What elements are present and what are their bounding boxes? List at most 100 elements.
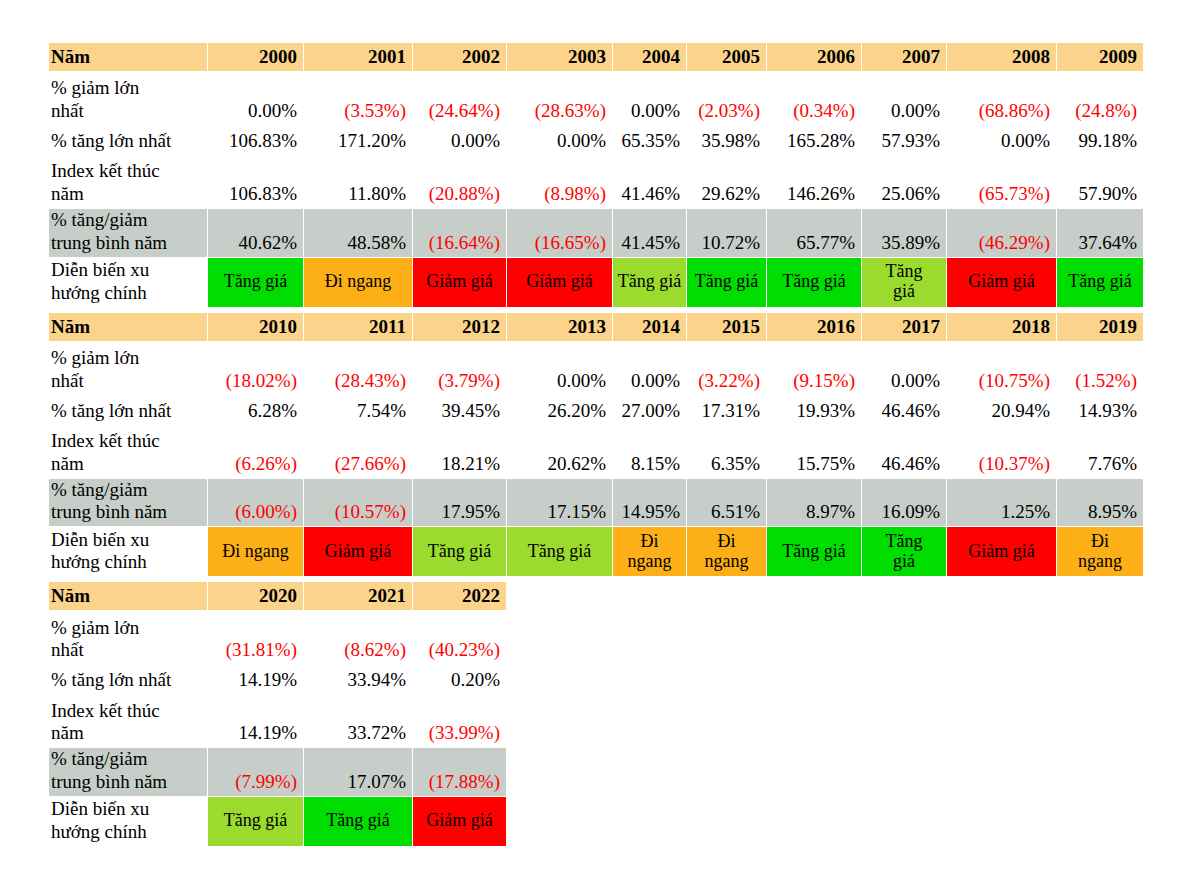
row-label-year: Năm <box>49 43 208 72</box>
trend-cell: Giảm giá <box>304 527 413 577</box>
row-label: % tăng lớn nhất <box>49 395 208 425</box>
value-cell: 8.97% <box>767 478 862 527</box>
trend-cell: Tăng giá <box>862 527 947 577</box>
row-label: % tăng/giảm trung bình năm <box>49 748 208 797</box>
value-cell: (20.88%) <box>413 156 507 209</box>
table-row: % giảm lớn nhất(18.02%)(28.43%)(3.79%)0.… <box>49 341 1144 395</box>
value-cell: 27.00% <box>613 395 687 425</box>
year-header-cell: 2017 <box>862 312 947 341</box>
year-header-cell: 2020 <box>208 582 304 611</box>
value-cell: 0.20% <box>413 665 507 695</box>
value-cell: 10.72% <box>687 209 767 258</box>
year-header-cell: 2021 <box>304 582 413 611</box>
year-header-cell: 2010 <box>208 312 304 341</box>
value-cell: 46.46% <box>862 395 947 425</box>
value-cell: (24.8%) <box>1057 72 1144 126</box>
value-cell: 14.19% <box>208 695 304 748</box>
table-row: Năm2000200120022003200420052006200720082… <box>49 43 1144 72</box>
value-cell: 65.35% <box>613 126 687 156</box>
row-label: Index kết thúc năm <box>49 425 208 478</box>
value-cell: 7.76% <box>1057 425 1144 478</box>
year-header-cell: 2015 <box>687 312 767 341</box>
table-row: % tăng/giảm trung bình năm40.62%48.58%(1… <box>49 209 1144 258</box>
table-row: Index kết thúc năm(6.26%)(27.66%)18.21%2… <box>49 425 1144 478</box>
value-cell: (24.64%) <box>413 72 507 126</box>
value-cell: (31.81%) <box>208 611 304 665</box>
trend-cell: Đi ngang <box>687 527 767 577</box>
year-header-cell: 2004 <box>613 43 687 72</box>
value-cell: 20.94% <box>947 395 1057 425</box>
value-cell: (40.23%) <box>413 611 507 665</box>
value-cell: (27.66%) <box>304 425 413 478</box>
value-cell: (6.26%) <box>208 425 304 478</box>
value-cell: 20.62% <box>507 425 613 478</box>
trend-cell: Tăng giá <box>304 796 413 846</box>
value-cell: 146.26% <box>767 156 862 209</box>
value-cell: 14.19% <box>208 665 304 695</box>
table-row: % tăng lớn nhất6.28%7.54%39.45%26.20%27.… <box>49 395 1144 425</box>
trend-cell: Tăng giá <box>862 257 947 307</box>
value-cell: 35.89% <box>862 209 947 258</box>
year-header-cell: 2000 <box>208 43 304 72</box>
value-cell: 57.90% <box>1057 156 1144 209</box>
trend-cell: Giảm giá <box>413 257 507 307</box>
value-cell: 17.15% <box>507 478 613 527</box>
trend-cell: Tăng giá <box>613 257 687 307</box>
decade-table-2000s: Năm2000200120022003200420052006200720082… <box>48 42 1144 308</box>
trend-cell: Đi ngang <box>613 527 687 577</box>
year-header-cell: 2002 <box>413 43 507 72</box>
value-cell: 0.00% <box>507 126 613 156</box>
value-cell: 0.00% <box>613 72 687 126</box>
value-cell: 35.98% <box>687 126 767 156</box>
value-cell: (8.98%) <box>507 156 613 209</box>
value-cell: (7.99%) <box>208 748 304 797</box>
value-cell: 0.00% <box>947 126 1057 156</box>
year-header-cell: 2012 <box>413 312 507 341</box>
year-header-cell: 2003 <box>507 43 613 72</box>
table-row: Index kết thúc năm14.19%33.72%(33.99%) <box>49 695 507 748</box>
value-cell: 17.95% <box>413 478 507 527</box>
table-row: % tăng lớn nhất106.83%171.20%0.00%0.00%6… <box>49 126 1144 156</box>
row-label: % tăng lớn nhất <box>49 126 208 156</box>
year-header-cell: 2009 <box>1057 43 1144 72</box>
value-cell: 0.00% <box>862 72 947 126</box>
value-cell: 41.46% <box>613 156 687 209</box>
value-cell: 171.20% <box>304 126 413 156</box>
value-cell: 6.28% <box>208 395 304 425</box>
table-row: % tăng/giảm trung bình năm(6.00%)(10.57%… <box>49 478 1144 527</box>
year-header-cell: 2013 <box>507 312 613 341</box>
value-cell: 11.80% <box>304 156 413 209</box>
value-cell: 0.00% <box>507 341 613 395</box>
value-cell: 25.06% <box>862 156 947 209</box>
year-header-cell: 2019 <box>1057 312 1144 341</box>
value-cell: (3.22%) <box>687 341 767 395</box>
value-cell: (16.65%) <box>507 209 613 258</box>
year-header-cell: 2001 <box>304 43 413 72</box>
row-label-year: Năm <box>49 312 208 341</box>
value-cell: 19.93% <box>767 395 862 425</box>
value-cell: (1.52%) <box>1057 341 1144 395</box>
table-row: Index kết thúc năm106.83%11.80%(20.88%)(… <box>49 156 1144 209</box>
year-header-cell: 2016 <box>767 312 862 341</box>
value-cell: 0.00% <box>862 341 947 395</box>
table-row: Diễn biến xu hướng chínhTăng giáTăng giá… <box>49 796 507 846</box>
value-cell: 65.77% <box>767 209 862 258</box>
row-label: % giảm lớn nhất <box>49 611 208 665</box>
value-cell: 8.15% <box>613 425 687 478</box>
table-row: Diễn biến xu hướng chínhĐi ngangGiảm giá… <box>49 527 1144 577</box>
row-label: Index kết thúc năm <box>49 695 208 748</box>
trend-cell: Đi ngang <box>208 527 304 577</box>
year-header-cell: 2022 <box>413 582 507 611</box>
trend-cell: Tăng giá <box>767 257 862 307</box>
value-cell: (6.00%) <box>208 478 304 527</box>
table-row: Năm2010201120122013201420152016201720182… <box>49 312 1144 341</box>
trend-cell: Tăng giá <box>413 527 507 577</box>
row-label-year: Năm <box>49 582 208 611</box>
value-cell: 14.93% <box>1057 395 1144 425</box>
value-cell: 99.18% <box>1057 126 1144 156</box>
table-row: % giảm lớn nhất(31.81%)(8.62%)(40.23%) <box>49 611 507 665</box>
year-header-cell: 2018 <box>947 312 1057 341</box>
value-cell: (33.99%) <box>413 695 507 748</box>
value-cell: (10.57%) <box>304 478 413 527</box>
value-cell: (2.03%) <box>687 72 767 126</box>
